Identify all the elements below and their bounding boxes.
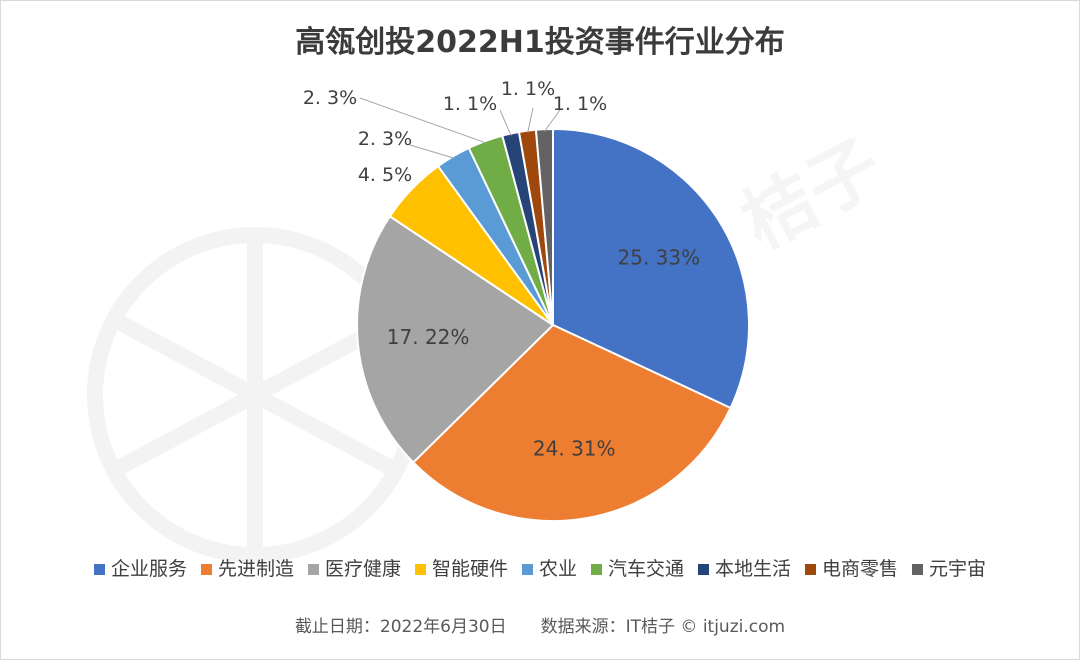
legend-label: 汽车交通 — [608, 558, 684, 580]
pie-slice — [552, 127, 750, 410]
legend-swatch — [94, 564, 105, 575]
legend-item: 汽车交通 — [591, 558, 684, 580]
leader-line — [409, 144, 455, 159]
legend-label: 企业服务 — [111, 558, 187, 580]
data-label: 1. 1% — [553, 93, 607, 115]
legend-swatch — [591, 564, 602, 575]
legend-label: 智能硬件 — [432, 558, 508, 580]
data-label: 25. 33% — [618, 246, 701, 270]
legend-label: 元宇宙 — [929, 558, 986, 580]
data-label: 24. 31% — [533, 437, 616, 461]
legend-item: 企业服务 — [94, 558, 187, 580]
leader-line — [527, 107, 534, 133]
data-label: 2. 3% — [358, 128, 412, 150]
legend-swatch — [522, 564, 533, 575]
watermark-spoke — [111, 387, 259, 478]
watermark-spoke — [251, 387, 399, 478]
pie-slice — [356, 214, 555, 464]
leader-line — [359, 97, 487, 144]
pie-slices — [356, 127, 750, 522]
legend-label: 本地生活 — [715, 558, 791, 580]
data-label: 1. 1% — [501, 78, 555, 100]
legend-label: 医疗健康 — [325, 558, 401, 580]
legend-swatch — [415, 564, 426, 575]
data-label: 2. 3% — [303, 87, 357, 109]
leader-line — [499, 109, 512, 136]
legend-item: 元宇宙 — [912, 558, 986, 580]
pie-slice — [411, 323, 732, 522]
watermark: 桔子 — [87, 123, 896, 563]
legend-swatch — [308, 564, 319, 575]
data-label: 4. 5% — [358, 164, 412, 186]
legend-swatch — [912, 564, 923, 575]
data-labels: 25. 33% 24. 31% 17. 22% 4. 5% 2. 3%2. 3% 1. 1… — [303, 78, 700, 461]
pie-slice — [534, 127, 554, 326]
data-label: 17. 22% — [387, 325, 470, 349]
watermark-text: 桔子 — [729, 123, 896, 265]
legend-swatch — [201, 564, 212, 575]
legend-label: 先进制造 — [218, 558, 294, 580]
watermark-spoke — [111, 312, 259, 403]
legend-item: 医疗健康 — [308, 558, 401, 580]
legend-item: 农业 — [522, 558, 577, 580]
footer-note: 截止日期：2022年6月30日 数据来源：IT桔子 © itjuzi.com — [295, 617, 785, 637]
data-label: 1. 1% — [443, 93, 497, 115]
legend-label: 农业 — [539, 558, 577, 580]
legend-swatch — [805, 564, 816, 575]
chart-title: 高瓴创投2022H1投资事件行业分布 — [295, 25, 784, 60]
legend-item: 智能硬件 — [415, 558, 508, 580]
leader-lines — [359, 97, 561, 159]
legend-item: 先进制造 — [201, 558, 294, 580]
legend-swatch — [698, 564, 709, 575]
legend: 企业服务 先进制造 医疗健康 智能硬件 农业 汽车交通 本地生活 电商零售 元宇宙 — [94, 558, 986, 580]
legend-item: 本地生活 — [698, 558, 791, 580]
leader-line — [544, 109, 561, 132]
legend-item: 电商零售 — [805, 558, 898, 580]
legend-label: 电商零售 — [822, 558, 898, 580]
